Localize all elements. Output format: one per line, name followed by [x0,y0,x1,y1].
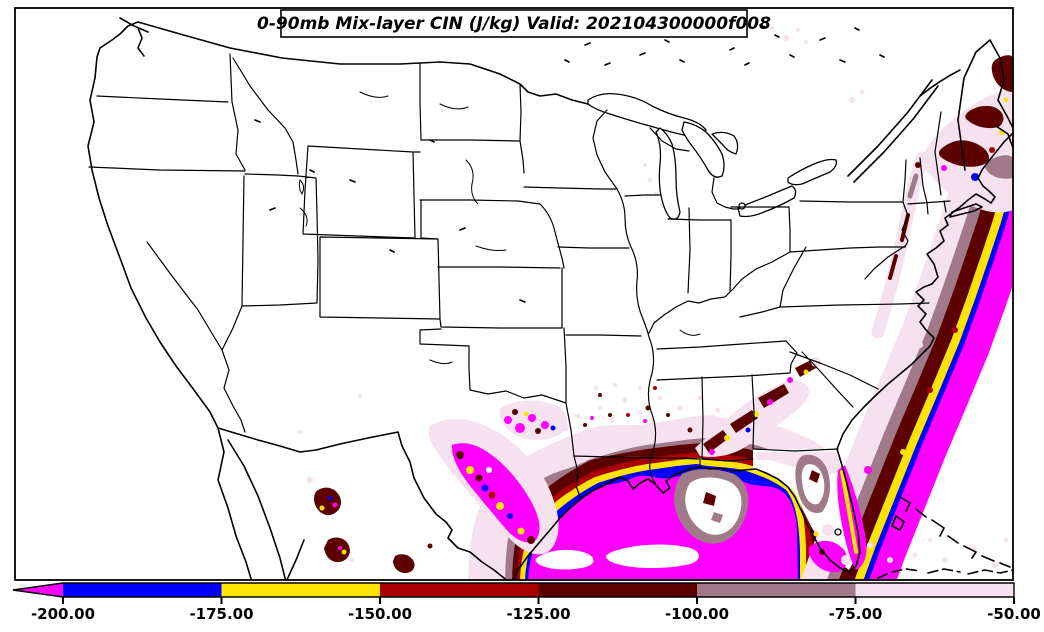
colorbar-ticks [62,597,1015,604]
gulf-cin-region [468,415,846,580]
colorbar-tick-label: -200.00 [31,605,95,623]
colorbar-tick-label: -100.00 [665,605,729,623]
colorbar-tick-label: -150.00 [348,605,412,623]
alabama-georgia-cin-band [695,357,821,457]
colorbar-segment [63,583,222,597]
mid-atlantic-coastal-band [871,151,929,348]
texas-cin-cluster [428,418,559,555]
red-river-cin-cluster [499,400,568,440]
coastlines [87,17,1013,580]
colorbar-segment [380,583,539,597]
colorbar-tick-label: -75.00 [829,605,883,623]
colorbar-segment [697,583,856,597]
colorbar: -200.00 -175.00 -150.00 -125.00 -100.00 … [12,582,1041,623]
colorbar-arrow [13,583,63,597]
colorbar-tick-label: -125.00 [506,605,570,623]
map-title: 0-90mb Mix-layer CIN (J/kg) Valid: 20210… [257,14,771,34]
mexico-cin-spots [297,394,433,573]
southeast-speckle-field [563,383,721,443]
northeast-offshore-cluster [920,55,1013,213]
colorbar-tick-label: -50.00 [987,605,1041,623]
state-borders [88,53,951,500]
map-frame [14,7,1014,581]
great-lakes [587,92,838,220]
colorbar-tick-label: -175.00 [189,605,253,623]
colorbar-segment [538,583,697,597]
colorbar-outline [12,582,1015,598]
colorbar-segment [855,583,1014,597]
bahamas-speckles [867,537,1009,568]
colorbar-segment [221,583,380,597]
title-box: 0-90mb Mix-layer CIN (J/kg) Valid: 20210… [257,9,771,38]
